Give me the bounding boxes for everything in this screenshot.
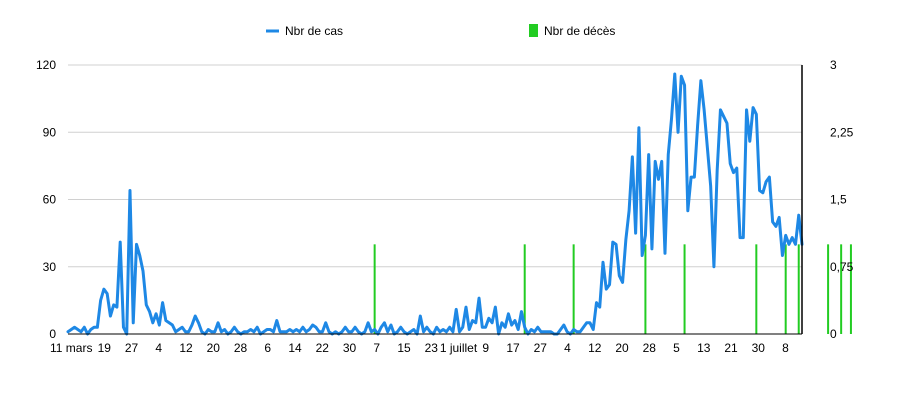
x-tick-label: 19: [98, 341, 112, 355]
grid: [68, 64, 802, 268]
deaths-bar: [784, 244, 787, 334]
y-left-tick-label: 30: [43, 260, 57, 274]
x-tick-label: 11 mars: [50, 341, 92, 355]
deaths-bar: [683, 244, 686, 334]
x-tick-label: 20: [207, 341, 221, 355]
x-tick-label: 13: [697, 341, 711, 355]
y-right-tick-label: 2,25: [830, 125, 854, 139]
y-left-tick-label: 60: [43, 193, 57, 207]
y-right-tick-label: 3: [830, 58, 837, 72]
y-right-tick-label: 1,5: [830, 193, 847, 207]
x-tick-label: 1 juillet: [440, 341, 478, 355]
x-tick-label: 7: [373, 341, 380, 355]
y-left-tick-label: 90: [43, 125, 57, 139]
deaths-bar: [572, 244, 575, 334]
x-tick-label: 9: [482, 341, 489, 355]
axes: 0 0 30 0,75 60 1,5 90 2,25 120 3 11 mars 19 27 4 12 20 2…: [36, 58, 854, 355]
deaths-bar: [827, 244, 830, 334]
x-tick-label: 5: [673, 341, 680, 355]
deaths-bar: [755, 244, 758, 334]
x-tick-label: 30: [752, 341, 766, 355]
x-tick-label: 4: [564, 341, 571, 355]
x-tick-label: 17: [506, 341, 520, 355]
x-tick-label: 20: [615, 341, 629, 355]
deaths-bar: [840, 244, 843, 334]
y-right-tick-label: 0: [830, 327, 837, 341]
deaths-bar: [849, 244, 852, 334]
x-tick-label: 8: [782, 341, 789, 355]
cases-line: [66, 72, 804, 336]
deaths-bar: [373, 244, 376, 334]
x-tick-label: 14: [288, 341, 302, 355]
cases-series: [66, 72, 804, 336]
x-tick-label: 28: [643, 341, 657, 355]
y-right-tick-label: 0,75: [830, 260, 854, 274]
x-tick-label: 27: [125, 341, 139, 355]
x-tick-label: 21: [724, 341, 738, 355]
x-tick-label: 12: [179, 341, 193, 355]
x-tick-label: 28: [234, 341, 248, 355]
legend: Nbr de cas Nbr de décès: [266, 24, 615, 38]
x-tick-label: 15: [397, 341, 411, 355]
deaths-bar: [523, 244, 526, 334]
legend-deaths-label: Nbr de décès: [544, 24, 615, 38]
x-tick-label: 6: [264, 341, 271, 355]
x-tick-label: 4: [155, 341, 162, 355]
x-tick-label: 22: [316, 341, 330, 355]
legend-cases-label: Nbr de cas: [285, 24, 343, 38]
deaths-bar: [797, 244, 800, 334]
x-tick-label: 23: [425, 341, 439, 355]
x-tick-label: 12: [588, 341, 602, 355]
deaths-bar: [644, 244, 647, 334]
y-left-tick-label: 120: [36, 58, 56, 72]
deaths-series: [373, 244, 852, 334]
x-tick-label: 30: [343, 341, 357, 355]
y-left-tick-label: 0: [49, 327, 56, 341]
legend-deaths-swatch: [529, 24, 538, 37]
x-tick-label: 27: [534, 341, 548, 355]
